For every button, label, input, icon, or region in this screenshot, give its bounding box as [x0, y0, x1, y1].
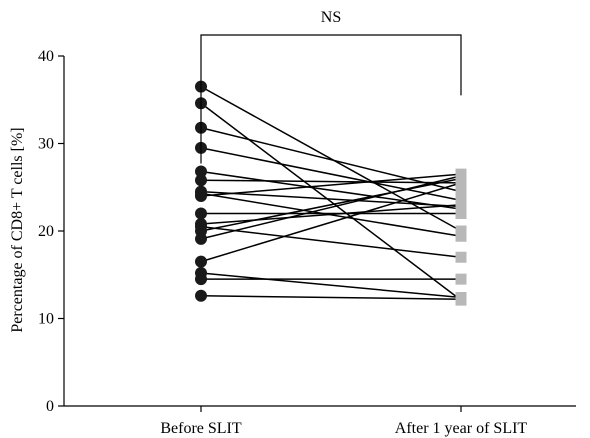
pair-line [200, 85, 462, 232]
pair-line [200, 295, 462, 300]
after-point [455, 273, 467, 285]
y-tick-label: 10 [38, 311, 54, 328]
pair-line [200, 147, 462, 202]
after-point [455, 199, 467, 211]
after-point [455, 208, 467, 219]
after-point [455, 170, 467, 182]
significance-bracket [200, 34, 462, 164]
pair-lines [200, 85, 462, 301]
x-tick-label: Before SLIT [160, 420, 242, 437]
before-point [195, 255, 207, 268]
after-point [455, 293, 467, 305]
y-axis-title: Percentage of CD8+ T cells [%] [9, 127, 26, 332]
before-point [195, 289, 207, 302]
pair-line [200, 204, 462, 225]
after-point [455, 177, 467, 189]
x-tick-label: After 1 year of SLIT [395, 420, 528, 437]
pair-line [200, 177, 462, 232]
y-tick-label: 20 [38, 223, 54, 240]
before-point [195, 165, 207, 178]
after-point [455, 230, 467, 242]
before-point [195, 232, 207, 245]
y-tick-label: 40 [38, 48, 54, 65]
pair-line [200, 190, 462, 208]
before-point [195, 273, 207, 286]
pair-line [200, 182, 462, 263]
y-tick-label: 0 [46, 398, 54, 415]
y-tick-label: 30 [38, 136, 54, 153]
pair-line [200, 179, 462, 184]
pair-line [200, 127, 462, 193]
before-point [195, 207, 207, 220]
after-point [455, 186, 467, 198]
before-point [195, 174, 207, 187]
pair-line [200, 102, 462, 301]
significance-annotation: NS [200, 9, 462, 164]
significance-label: NS [321, 9, 341, 26]
axes: 0 10 20 30 40 Before SLIT After 1 year of SLIT [38, 48, 576, 437]
pair-line [200, 225, 462, 258]
pair-line [200, 173, 462, 197]
before-point [195, 187, 207, 200]
pair-line [200, 170, 462, 210]
after-point [455, 251, 467, 263]
pair-line [200, 175, 462, 240]
pair-line [200, 272, 462, 299]
